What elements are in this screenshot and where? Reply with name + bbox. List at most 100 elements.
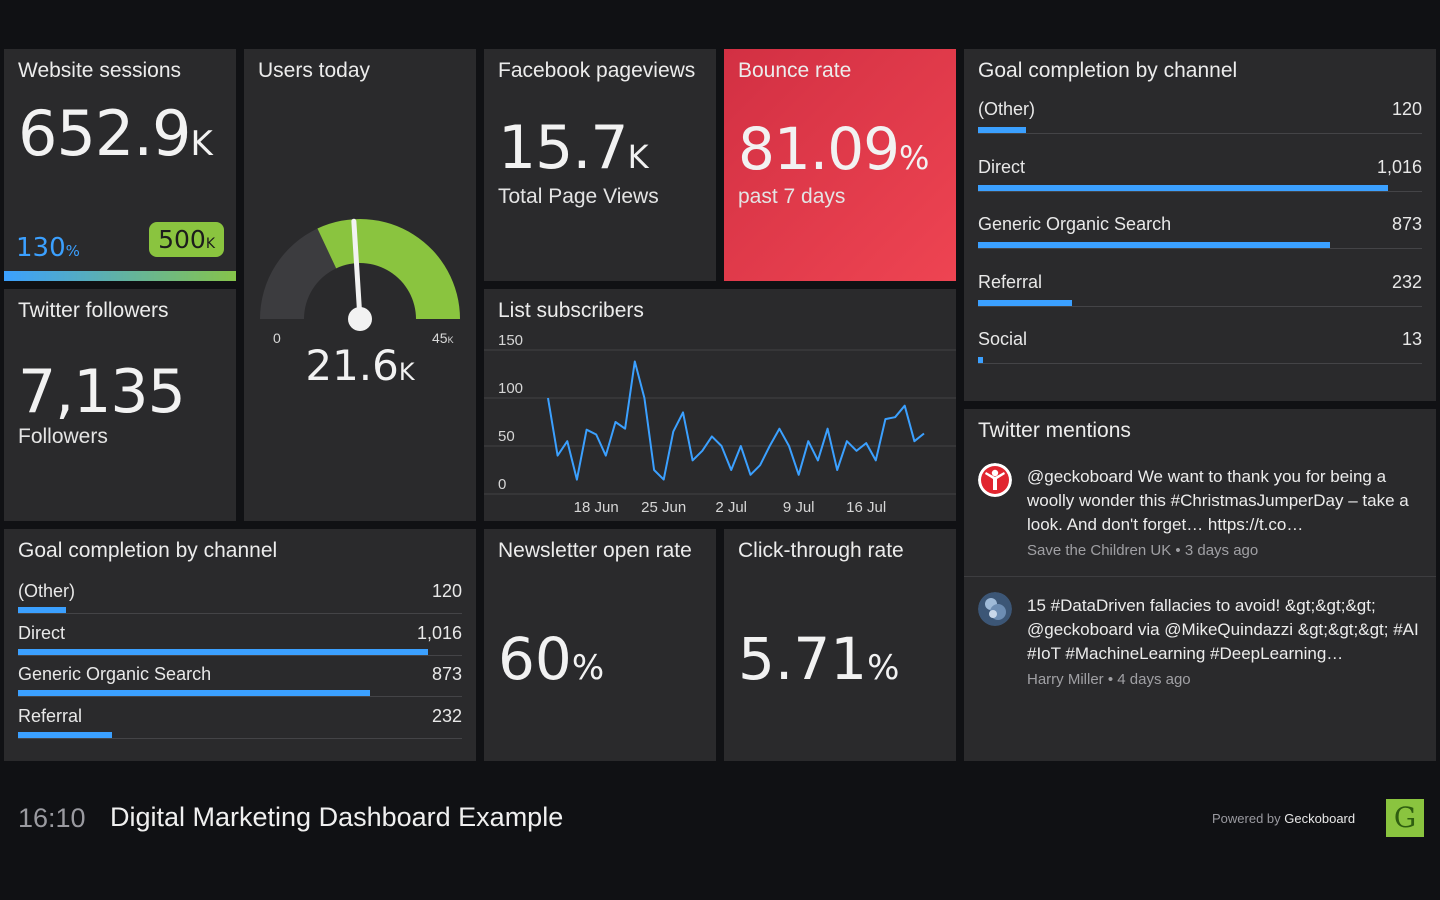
sessions-progress-bar xyxy=(4,271,236,281)
goal-row-track xyxy=(978,305,1422,307)
goal-row-value: 120 xyxy=(1391,99,1422,119)
twitter-followers-subtitle: Followers xyxy=(18,425,108,448)
y-tick-label: 50 xyxy=(498,428,515,445)
goal-row-track xyxy=(978,248,1422,249)
bounce-subtitle: past 7 days xyxy=(738,185,846,208)
gauge-max-label: 45K xyxy=(432,330,454,346)
facebook-pageviews-tile: Facebook pageviews 15.7K Total Page View… xyxy=(484,49,716,281)
save-the-children-avatar-icon xyxy=(978,463,1012,497)
sessions-progress-label: 130% xyxy=(16,233,80,263)
sessions-goal-badge: 500K xyxy=(149,222,224,257)
mention-text: 15 #DataDriven fallacies to avoid! &gt;&… xyxy=(1027,596,1419,663)
list-subscribers-tile: 0 50 100 150 18 Jun 25 Jun 2 Jul 9 Jul 16 Jul Li… xyxy=(484,289,956,521)
goal-row: (Other) 120 xyxy=(978,99,1422,157)
goal-row-bar xyxy=(978,299,1072,306)
website-sessions-tile: Website sessions 652.9K 130% 500K xyxy=(4,49,236,281)
mention-meta: Save the Children UK • 3 days ago xyxy=(1027,542,1259,559)
goal-list: (Other) 120 Direct 1,016 Generic Organic Sea… xyxy=(18,581,462,747)
mention-item[interactable]: 15 #DataDriven fallacies to avoid! &gt;&… xyxy=(964,590,1436,710)
gauge-min-label: 0 xyxy=(273,330,281,346)
goal-row-label: (Other) xyxy=(18,581,76,601)
tile-title: Facebook pageviews xyxy=(498,59,696,82)
users-value: 21.6K xyxy=(305,341,415,390)
tile-title: Users today xyxy=(258,59,371,82)
goal-row-value: 232 xyxy=(1391,271,1422,292)
goal-row-bar xyxy=(18,607,67,613)
goal-row-track xyxy=(978,133,1422,134)
users-today-tile: Users today 0 45K 21.6K xyxy=(244,49,476,521)
tile-title: Twitter followers xyxy=(18,299,169,322)
gauge-track-segment xyxy=(260,228,337,319)
mention-divider xyxy=(964,576,1436,577)
goal-row: Generic Organic Search 873 xyxy=(18,664,462,706)
goal-row-track xyxy=(18,654,462,656)
goal-row-label: Generic Organic Search xyxy=(978,214,1172,234)
x-tick-label: 9 Jul xyxy=(783,499,815,516)
bounce-rate-tile: Bounce rate 81.09% past 7 days xyxy=(724,49,956,281)
gauge-goal-segment xyxy=(317,219,460,319)
goal-row-bar xyxy=(978,357,984,363)
sessions-value: 652.9K xyxy=(18,97,213,170)
goal-list: (Other) 120 Direct 1,016 Generic Organic Sea… xyxy=(978,99,1422,387)
goal-row-bar xyxy=(978,127,1027,133)
geckoboard-logo-icon: G xyxy=(1386,799,1424,837)
twitter-mentions-tile: Twitter mentions @geckoboard We want to … xyxy=(964,409,1436,761)
goal-row-value: 232 xyxy=(431,705,462,726)
y-tick-label: 100 xyxy=(498,380,523,397)
bounce-value: 81.09% xyxy=(738,115,929,183)
goal-row-value: 13 xyxy=(1401,329,1422,349)
dashboard-title: Digital Marketing Dashboard Example xyxy=(110,802,564,832)
tile-title: Goal completion by channel xyxy=(18,539,278,562)
goal-row-track xyxy=(978,363,1422,364)
footer-clock: 16:10 xyxy=(18,803,86,833)
users-gauge xyxy=(260,218,460,331)
x-tick-label: 2 Jul xyxy=(715,499,747,516)
goal-row-track xyxy=(978,190,1422,192)
goal-row-label: Social xyxy=(978,329,1028,349)
x-tick-label: 18 Jun xyxy=(574,499,619,516)
tile-title: List subscribers xyxy=(498,299,644,322)
goal-row-label: Referral xyxy=(978,271,1043,292)
goal-row: Direct 1,016 xyxy=(978,157,1422,215)
twitter-followers-tile: Twitter followers 7,135 Followers xyxy=(4,289,236,521)
mention-meta: Harry Miller • 4 days ago xyxy=(1027,671,1191,688)
x-tick-label: 25 Jun xyxy=(641,499,686,516)
goal-row-track xyxy=(18,737,462,739)
y-tick-label: 0 xyxy=(498,476,506,493)
click-through-rate-tile: Click-through rate 5.71% xyxy=(724,529,956,761)
goal-row-bar xyxy=(18,731,112,738)
newsletter-open-rate-tile: Newsletter open rate 60% xyxy=(484,529,716,761)
harry-miller-avatar-icon xyxy=(978,592,1012,626)
list-subscribers-chart: 0 50 100 150 18 Jun 25 Jun 2 Jul 9 Jul 16 Jul xyxy=(484,332,956,516)
goal-row-value: 1,016 xyxy=(1376,156,1422,177)
goal-completion-tile-top: Goal completion by channel (Other) 120 Dir… xyxy=(964,49,1436,401)
goal-row: Generic Organic Search 873 xyxy=(978,214,1422,272)
goal-row: Referral 232 xyxy=(978,272,1422,330)
y-tick-label: 150 xyxy=(498,332,523,349)
goal-row-label: Referral xyxy=(18,705,83,726)
goal-completion-tile-bottom: Goal completion by channel (Other) 120 Dir… xyxy=(4,529,476,761)
tile-title: Newsletter open rate xyxy=(498,539,692,562)
powered-by[interactable]: Powered by Geckoboard xyxy=(1212,811,1356,826)
gauge-needle xyxy=(351,218,363,322)
goal-row-value: 873 xyxy=(1391,214,1422,234)
tile-title: Bounce rate xyxy=(738,59,852,82)
newsletter-value: 60% xyxy=(498,625,605,693)
goal-row: Social 13 xyxy=(978,329,1422,387)
goal-row-bar xyxy=(18,690,371,696)
facebook-value: 15.7K xyxy=(498,113,649,183)
goal-row-label: Generic Organic Search xyxy=(18,664,212,684)
gauge-hub xyxy=(348,307,372,331)
goal-row-bar xyxy=(18,648,429,655)
goal-row-label: (Other) xyxy=(978,99,1036,119)
mention-item[interactable]: @geckoboard We want to thank you for bei… xyxy=(964,461,1436,581)
x-tick-label: 16 Jul xyxy=(846,499,886,516)
goal-row-value: 873 xyxy=(431,664,462,684)
tile-title: Goal completion by channel xyxy=(978,59,1238,82)
tile-title: Twitter mentions xyxy=(978,419,1131,442)
goal-row: (Other) 120 xyxy=(18,581,462,623)
mention-text: @geckoboard We want to thank you for bei… xyxy=(1027,467,1409,534)
goal-row-value: 1,016 xyxy=(416,622,462,643)
tile-title: Click-through rate xyxy=(738,539,904,562)
chart-series-line xyxy=(547,360,925,481)
